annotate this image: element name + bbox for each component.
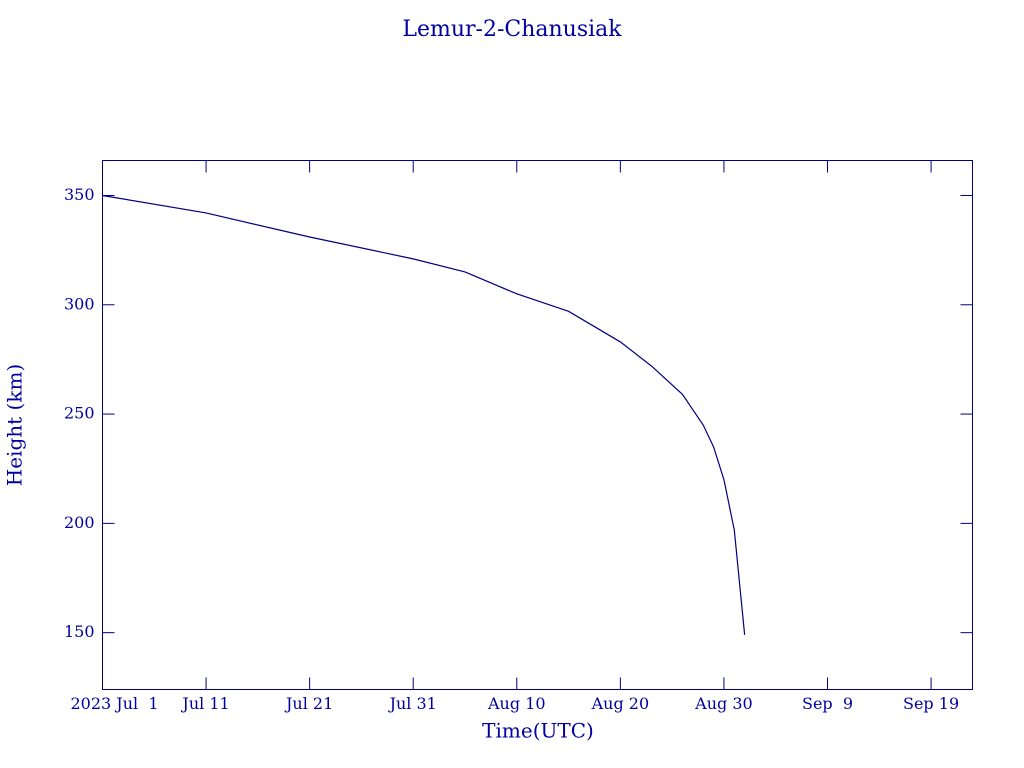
y-tick-label: 300: [64, 294, 95, 313]
x-tick-label: Jul 21: [284, 694, 333, 713]
y-tick-label: 200: [64, 513, 95, 532]
y-tick-label: 150: [64, 622, 95, 641]
x-tick-label: Aug 30: [694, 694, 753, 713]
data-line: [102, 194, 746, 635]
x-tick-label: Aug 10: [487, 694, 546, 713]
x-tick-label: Jul 31: [388, 694, 437, 713]
x-tick-label: Aug 20: [591, 694, 650, 713]
chart-title: Lemur-2-Chanusiak: [402, 17, 622, 42]
plot-frame: [102, 160, 973, 690]
y-tick-label: 250: [64, 404, 95, 423]
x-tick-label: Sep 9: [802, 694, 853, 713]
x-axis-title: Time(UTC): [482, 719, 594, 743]
x-tick-label: Jul 11: [180, 694, 229, 713]
y-tick-label: 350: [64, 185, 95, 204]
x-tick-label: Sep 19: [903, 694, 959, 713]
y-axis-title: Height (km): [3, 364, 27, 486]
x-tick-label: 2023 Jul 1: [71, 694, 159, 713]
